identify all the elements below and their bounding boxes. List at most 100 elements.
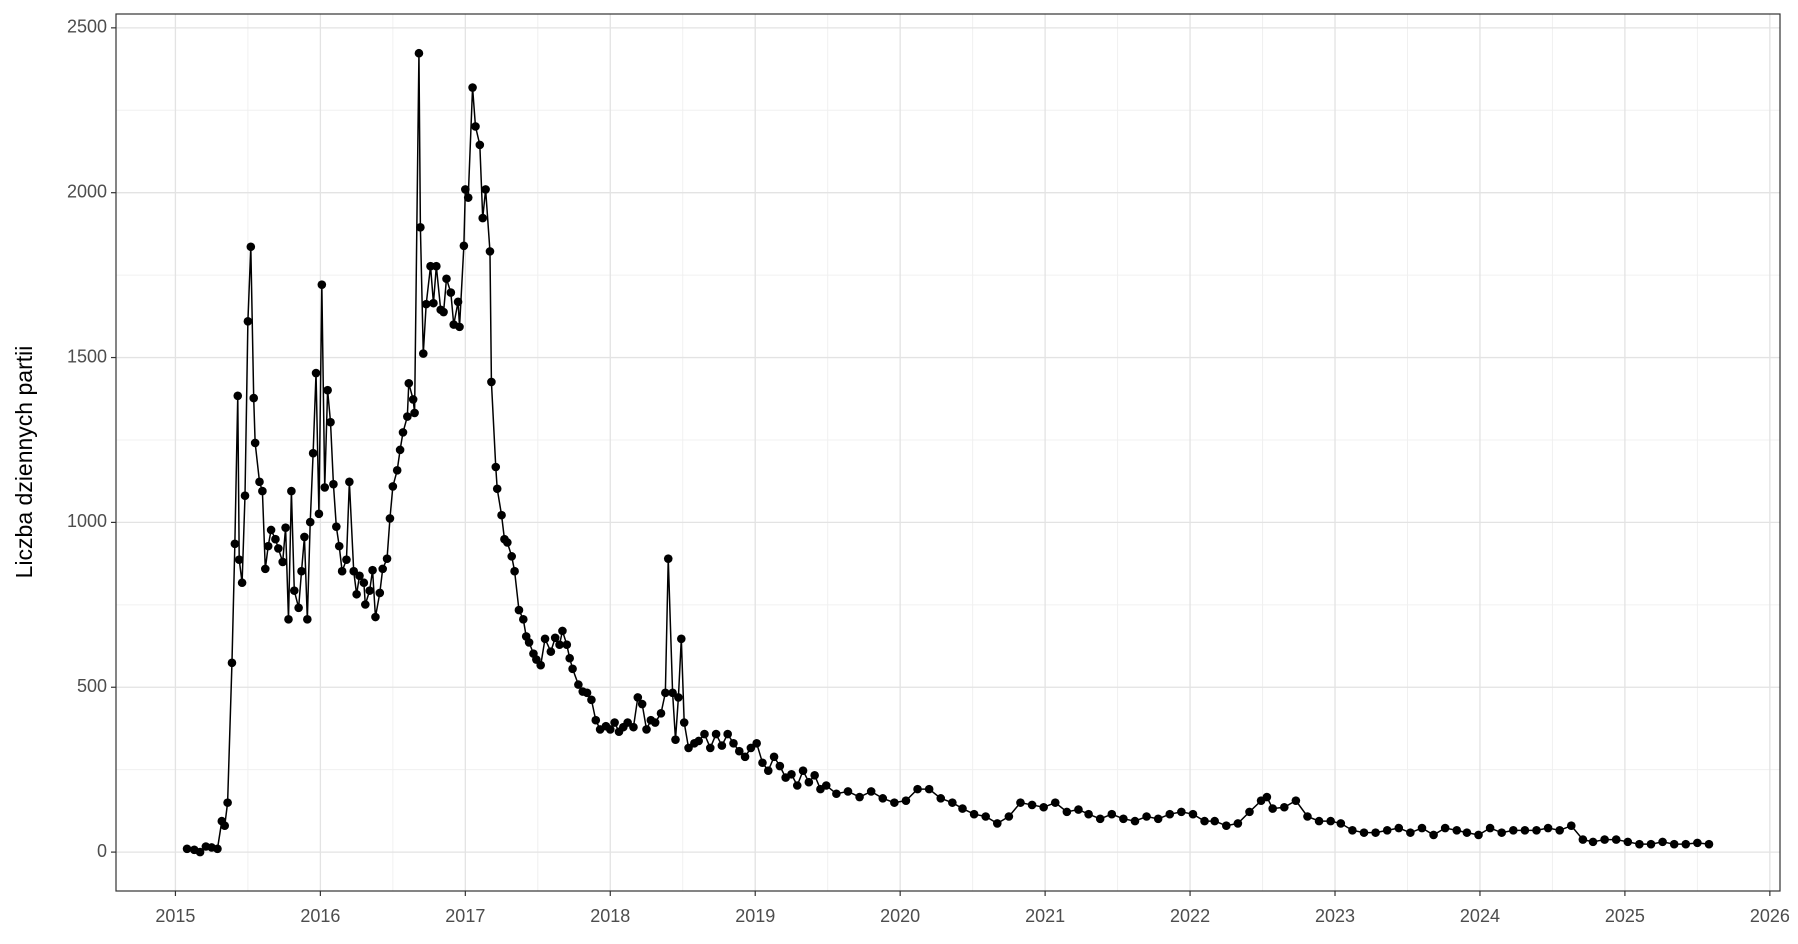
data-point [524, 638, 534, 647]
x-tick-label: 2025 [1605, 906, 1645, 926]
data-point [810, 770, 819, 780]
data-point [492, 484, 502, 494]
data-point [650, 718, 660, 727]
data-point [1623, 837, 1633, 847]
data-point [633, 693, 643, 702]
data-point [705, 743, 715, 753]
data-point [1508, 826, 1518, 835]
data-point [395, 445, 405, 455]
data-point [629, 722, 638, 732]
data-point [266, 525, 276, 535]
data-point [723, 729, 732, 739]
data-point [414, 48, 424, 58]
data-point [752, 738, 761, 748]
data-point [1440, 823, 1450, 833]
data-point [769, 752, 779, 762]
data-point [1646, 839, 1656, 849]
x-tick-label: 2020 [880, 906, 920, 926]
data-point [1233, 819, 1243, 828]
data-point [287, 486, 296, 496]
data-point [255, 477, 264, 487]
data-point [514, 605, 524, 615]
data-point [475, 140, 485, 150]
data-point [378, 564, 388, 574]
data-point [297, 566, 306, 576]
data-point [249, 393, 259, 403]
data-point [246, 242, 256, 252]
data-point [855, 792, 864, 802]
data-point [734, 746, 744, 756]
data-point [342, 555, 351, 564]
data-point [1050, 798, 1060, 807]
data-point [213, 844, 222, 854]
data-point [446, 288, 456, 297]
data-point [303, 615, 312, 624]
data-point [258, 486, 267, 496]
data-point [637, 699, 647, 709]
data-point [485, 247, 495, 256]
y-tick-label: 500 [77, 676, 107, 696]
data-line [186, 53, 1710, 853]
data-point [1314, 816, 1324, 826]
data-point [574, 680, 583, 689]
data-point [763, 766, 773, 775]
data-point [1200, 816, 1209, 826]
data-point [591, 715, 601, 725]
data-point [1658, 837, 1667, 847]
data-point [832, 789, 841, 799]
data-point [1016, 798, 1025, 807]
x-tick-label: 2017 [445, 906, 485, 926]
data-point [289, 586, 299, 595]
data-point [656, 708, 666, 718]
data-point [948, 798, 957, 807]
data-point [1520, 826, 1530, 835]
data-point [481, 185, 490, 194]
data-point [510, 566, 519, 576]
data-point [317, 280, 327, 289]
data-point [220, 821, 230, 831]
data-point [382, 554, 392, 563]
data-point [1497, 828, 1507, 837]
data-point [1588, 837, 1598, 847]
data-point [284, 615, 293, 624]
data-point [676, 634, 686, 644]
data-point [359, 578, 369, 588]
data-point [1268, 804, 1277, 813]
x-tick-label: 2022 [1170, 906, 1210, 926]
data-point [878, 794, 888, 803]
y-tick-label: 2000 [67, 181, 107, 201]
data-point [582, 688, 592, 698]
data-point [1262, 792, 1272, 802]
data-point [1635, 839, 1644, 849]
data-point [1153, 814, 1163, 824]
data-point [365, 586, 374, 595]
data-point [455, 322, 464, 332]
data-point [1566, 821, 1576, 831]
data-point [623, 718, 632, 727]
data-point [408, 395, 418, 404]
data-point [416, 223, 425, 232]
data-point [821, 781, 831, 790]
data-point [463, 193, 473, 202]
data-point [349, 566, 359, 576]
data-point [503, 538, 512, 547]
data-point [1600, 835, 1609, 844]
data-point [1177, 807, 1186, 817]
data-point [1704, 839, 1714, 849]
data-point [671, 735, 680, 744]
data-point [536, 660, 545, 670]
data-point [507, 552, 517, 561]
data-point [694, 736, 703, 746]
data-point [230, 539, 240, 549]
data-point [1062, 807, 1072, 817]
data-point [355, 571, 364, 581]
data-point [1406, 828, 1415, 837]
data-point [243, 316, 253, 326]
data-point [385, 514, 395, 523]
data-point [1303, 812, 1312, 821]
data-point [453, 297, 463, 307]
data-point [260, 564, 270, 574]
data-point [334, 541, 344, 551]
